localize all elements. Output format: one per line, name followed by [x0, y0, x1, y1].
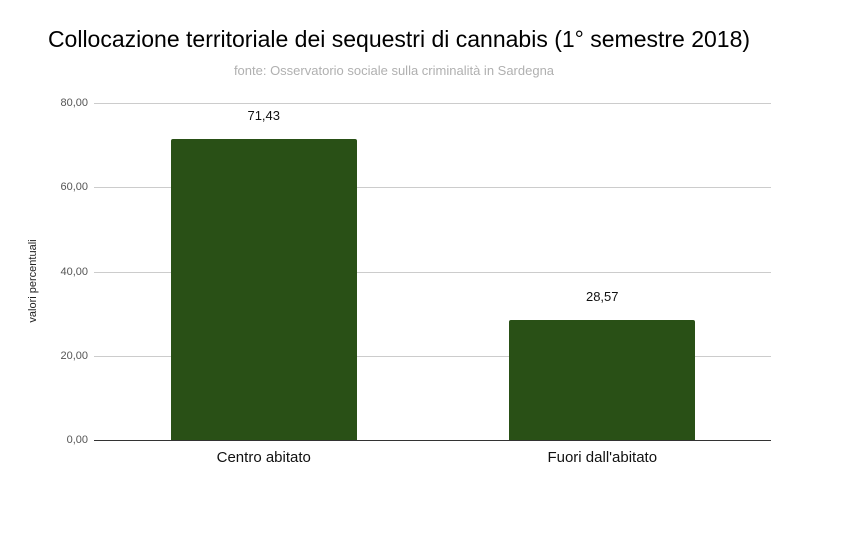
x-category-label: Centro abitato	[216, 449, 311, 466]
plot-area	[94, 103, 771, 441]
y-tick-label: 40,00	[60, 265, 88, 278]
gridline	[94, 103, 771, 104]
y-tick-label: 0,00	[66, 434, 88, 446]
bar-value-label: 71,43	[247, 108, 281, 124]
chart-subtitle: fonte: Osservatorio sociale sulla crimin…	[233, 63, 555, 78]
bar	[170, 139, 357, 440]
gridline	[94, 187, 771, 189]
y-tick-label: 80,00	[60, 97, 88, 109]
x-axis-line	[94, 440, 771, 441]
y-axis-label: valori percentuali	[27, 239, 39, 323]
bar	[509, 319, 696, 440]
bar-value-label: 28,57	[585, 288, 619, 304]
chart-title: Collocazione territoriale dei sequestri …	[47, 26, 751, 52]
y-tick-label: 60,00	[60, 181, 88, 194]
y-tick-label: 20,00	[60, 349, 88, 362]
gridline	[94, 271, 771, 273]
gridline	[94, 355, 771, 357]
x-category-label: Fuori dall'abitato	[547, 449, 658, 466]
